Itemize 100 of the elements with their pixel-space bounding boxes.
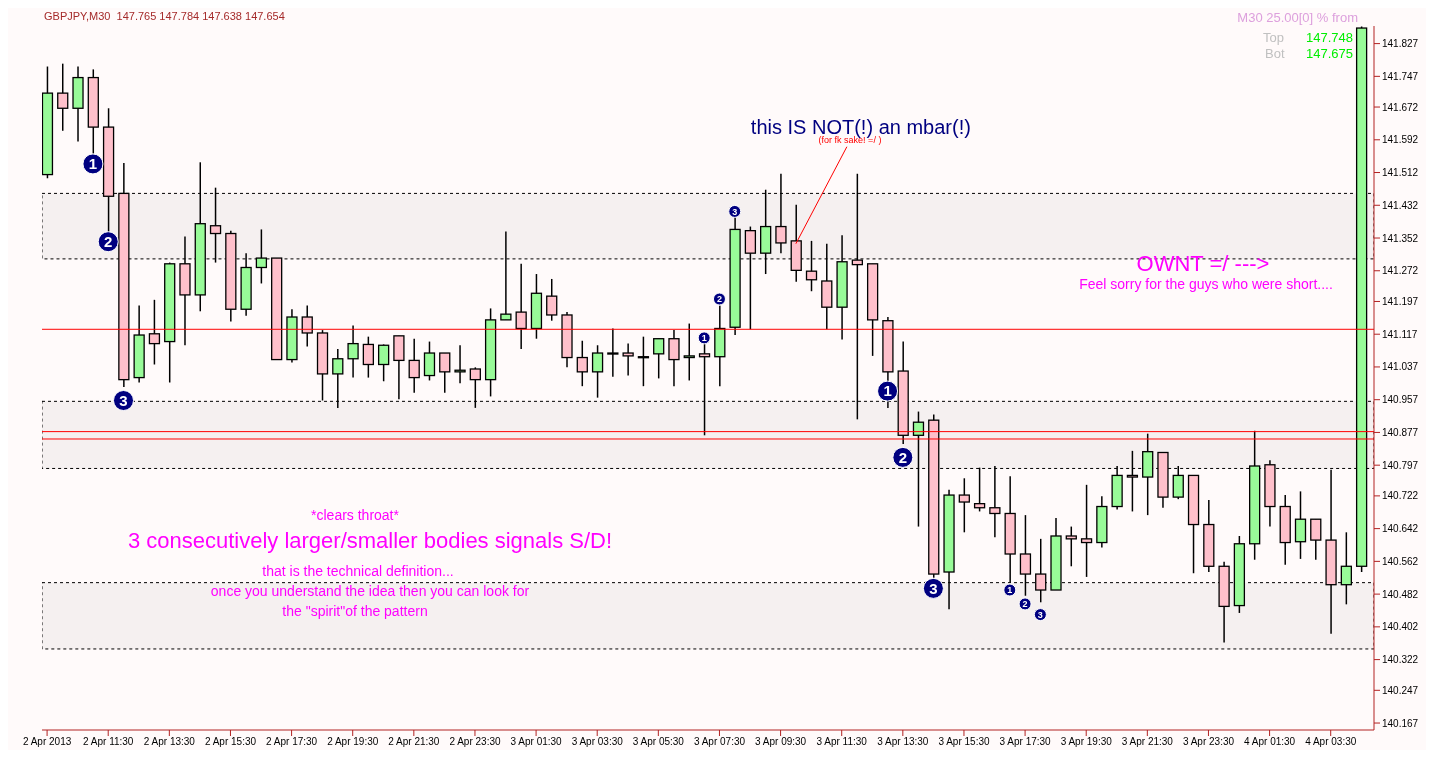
y-tick-label: 141.272: [1382, 265, 1419, 277]
candlestick: [469, 366, 481, 409]
x-tick-label: 3 Apr 21:30: [1121, 736, 1174, 748]
candlestick: [148, 299, 161, 366]
candlestick: [622, 342, 634, 377]
x-tick-label: 2 Apr 2013: [22, 736, 72, 748]
annotation: 2: [898, 448, 908, 466]
annotation: Feel sorry for the guys who were short....: [1079, 276, 1333, 293]
annotation: 147.675: [1306, 46, 1353, 62]
annotation: 2: [1022, 599, 1028, 610]
y-tick-label: 140.167: [1382, 717, 1419, 729]
candlestick: [1172, 465, 1184, 500]
x-tick-label: 3 Apr 11:30: [816, 736, 868, 748]
annotation: 2: [104, 232, 113, 250]
text: M30 25.00[0] % from: [1237, 10, 1358, 26]
candlestick: [1065, 525, 1077, 568]
y-tick-label: 140.247: [1382, 684, 1419, 696]
x-tick-label: 3 Apr 17:30: [999, 736, 1052, 748]
y-tick-label: 140.957: [1382, 394, 1419, 406]
annotation: 1: [88, 155, 98, 173]
candlestick: [1340, 531, 1352, 606]
candlestick: [1294, 490, 1307, 560]
candlestick: [408, 337, 420, 394]
annotation: the "spirit"of the pattern: [282, 603, 428, 620]
candlestick: [57, 62, 69, 132]
annotation: 3: [732, 206, 738, 217]
annotation: 1: [883, 382, 892, 400]
candlestick: [515, 263, 527, 350]
candlestick: [958, 477, 970, 534]
candlestick: [1019, 514, 1032, 597]
candlestick: [805, 240, 818, 292]
candlestick: [653, 337, 665, 380]
y-tick-label: 141.827: [1382, 38, 1419, 50]
x-tick-label: 3 Apr 19:30: [1060, 736, 1113, 748]
x-tick-label: 2 Apr 23:30: [449, 736, 501, 748]
x-tick-label: 3 Apr 07:30: [693, 736, 746, 748]
annotation: once you understand the idea then you can look for: [210, 583, 530, 600]
y-tick-label: 140.322: [1382, 654, 1419, 666]
y-tick-label: 140.562: [1382, 555, 1419, 567]
x-tick-label: 3 Apr 23:30: [1182, 736, 1235, 748]
candlestick: [347, 324, 359, 379]
y-tick-label: 140.642: [1382, 523, 1419, 535]
candlestick: [1310, 518, 1322, 561]
y-tick-label: 141.197: [1382, 296, 1419, 308]
annotation: Bot: [1265, 46, 1285, 62]
candlestick: [546, 278, 558, 322]
candlestick: [454, 344, 466, 385]
candlestick: [637, 335, 650, 387]
candlestick: [591, 344, 604, 399]
candlestick: [500, 230, 512, 321]
candlestick: [973, 466, 986, 513]
chart-title: GBPJPY,M30 147.765 147.784 147.638 147.654: [44, 10, 285, 22]
x-tick-label: 3 Apr 05:30: [632, 736, 685, 748]
y-tick-label: 140.482: [1382, 588, 1419, 600]
y-tick-label: 141.037: [1382, 361, 1419, 373]
x-tick-label: 2 Apr 19:30: [327, 736, 379, 748]
x-tick-label: 3 Apr 03:30: [571, 736, 624, 748]
x-tick-label: 2 Apr 15:30: [204, 736, 257, 748]
y-tick-label: 141.672: [1382, 101, 1419, 113]
candlestick: [607, 327, 619, 378]
y-tick-label: 140.722: [1382, 490, 1419, 502]
candlestick: [377, 343, 390, 383]
x-tick-label: 3 Apr 13:30: [877, 736, 929, 748]
candlestick: [1126, 450, 1139, 513]
candlestick: [989, 465, 1001, 538]
y-tick-label: 141.117: [1382, 328, 1418, 340]
y-tick-label: 140.877: [1382, 426, 1419, 438]
candlestick: [332, 348, 344, 409]
x-tick-label: 4 Apr 01:30: [1244, 736, 1296, 748]
x-tick-label: 3 Apr 15:30: [938, 736, 990, 748]
y-tick-label: 141.352: [1382, 232, 1419, 244]
y-tick-label: 141.432: [1382, 199, 1419, 211]
candlestick: [851, 173, 863, 421]
annotation: Top: [1263, 30, 1284, 46]
annotation: OWNT =/ --->: [1136, 251, 1270, 278]
candlestick: [1035, 538, 1047, 604]
x-tick-label: 2 Apr 11:30: [83, 736, 134, 748]
candlestick: [683, 322, 695, 382]
annotation: that is the technical definition...: [262, 563, 454, 580]
x-tick-label: 2 Apr 17:30: [266, 736, 318, 748]
x-tick-label: 3 Apr 01:30: [510, 736, 563, 748]
candlestick: [1080, 484, 1093, 578]
annotation: 3: [1037, 609, 1043, 620]
candlestick: [362, 335, 375, 379]
x-tick-label: 2 Apr 13:30: [143, 736, 196, 748]
y-tick-label: 141.747: [1382, 70, 1419, 82]
annotation: 3 consecutively larger/smaller bodies signals S/D!: [127, 528, 613, 555]
candlestick: [209, 186, 222, 264]
x-tick-label: 2 Apr 21:30: [388, 736, 440, 748]
annotation: 147.748: [1306, 30, 1353, 46]
x-tick-label: 3 Apr 09:30: [755, 736, 807, 748]
annotation: 3: [929, 579, 938, 597]
annotation: *clears throat*: [311, 507, 399, 524]
y-tick-label: 140.402: [1382, 621, 1419, 633]
annotation: 1: [701, 333, 707, 344]
annotation: 3: [119, 391, 128, 409]
candlestick: [301, 304, 313, 348]
y-tick-label: 141.512: [1382, 167, 1419, 179]
annotation: 1: [1007, 585, 1013, 596]
candlestick: [423, 340, 436, 382]
